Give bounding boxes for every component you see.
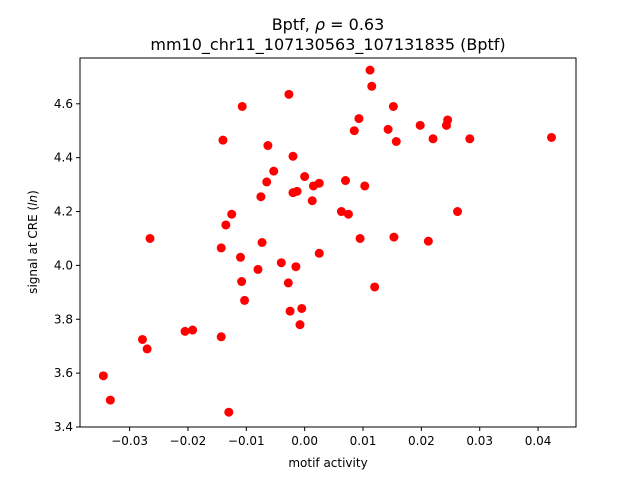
data-point	[257, 238, 267, 247]
data-point	[283, 278, 293, 288]
data-point	[300, 172, 310, 182]
x-axis-ticks: −0.03 −0.02 −0.01 0.00 0.01 0.02 0.03 0.04	[111, 427, 551, 448]
data-point	[237, 277, 247, 287]
data-point	[137, 334, 147, 344]
data-point	[227, 209, 237, 219]
data-point	[253, 264, 263, 274]
plot-area	[79, 57, 577, 428]
data-point	[341, 176, 351, 186]
data-point	[291, 262, 301, 272]
data-point	[269, 166, 279, 176]
x-tick-label: −0.03	[111, 434, 148, 448]
data-point	[443, 115, 453, 125]
data-point	[388, 101, 398, 111]
data-point	[391, 137, 401, 146]
data-point	[415, 120, 425, 130]
y-label-italic: ln	[26, 195, 40, 206]
data-point	[465, 134, 475, 144]
data-point	[224, 407, 234, 417]
y-tick-label: 4.6	[54, 97, 73, 111]
data-point	[98, 371, 108, 381]
data-point	[546, 132, 556, 142]
x-tick-label: 0.03	[466, 434, 493, 448]
title-prefix: Bptf,	[272, 15, 315, 34]
x-tick-label: −0.01	[228, 434, 265, 448]
data-point	[423, 236, 433, 246]
data-point	[216, 332, 226, 342]
data-point	[240, 295, 250, 305]
data-point	[105, 395, 115, 405]
x-tick-label: −0.02	[170, 434, 207, 448]
data-point	[389, 232, 399, 242]
y-axis-ticks: 3.4 3.6 3.8 4.0 4.2 4.4 4.6	[54, 97, 80, 434]
chart-title-line2: mm10_chr11_107130563_107131835 (Bptf)	[150, 35, 505, 55]
y-tick-label: 3.8	[54, 312, 73, 326]
y-tick-label: 4.4	[54, 151, 73, 165]
title-suffix: = 0.63	[325, 15, 384, 34]
data-point	[360, 181, 370, 191]
data-point	[276, 258, 286, 268]
data-point	[221, 220, 231, 230]
data-point	[218, 135, 228, 145]
data-point	[349, 126, 359, 136]
data-point	[142, 344, 152, 354]
data-point	[428, 134, 438, 144]
data-point	[285, 306, 295, 316]
data-point	[343, 209, 353, 219]
data-points	[98, 65, 556, 417]
data-point	[453, 207, 463, 217]
data-point	[263, 141, 273, 151]
data-point	[367, 81, 377, 91]
data-point	[365, 65, 375, 75]
data-point	[235, 252, 245, 262]
data-point	[383, 124, 393, 134]
data-point	[216, 243, 226, 253]
data-point	[188, 325, 198, 335]
chart-title-line1: Bptf, ρ = 0.63	[272, 15, 385, 34]
data-point	[314, 178, 324, 188]
y-label-prefix: signal at CRE (	[26, 206, 40, 294]
x-axis-label: motif activity	[288, 456, 367, 470]
data-point	[284, 89, 294, 99]
data-point	[370, 282, 380, 292]
data-point	[336, 207, 346, 217]
x-tick-label: 0.01	[350, 434, 377, 448]
y-tick-label: 3.6	[54, 366, 73, 380]
title-rho-symbol: ρ	[315, 15, 325, 34]
data-point	[288, 151, 298, 161]
data-point	[180, 326, 190, 336]
data-point	[292, 186, 302, 196]
data-point	[237, 101, 247, 111]
data-point	[355, 233, 365, 243]
x-tick-label: 0.00	[291, 434, 318, 448]
y-axis-label: signal at CRE (ln)	[26, 190, 40, 294]
data-point	[145, 233, 155, 243]
data-point	[354, 114, 364, 124]
y-tick-label: 3.4	[54, 420, 73, 434]
x-tick-label: 0.02	[408, 434, 435, 448]
y-tick-label: 4.0	[54, 258, 73, 272]
data-point	[307, 196, 317, 206]
y-label-suffix: )	[26, 190, 40, 195]
plot-frame	[79, 57, 577, 428]
data-point	[297, 303, 307, 313]
x-tick-label: 0.04	[525, 434, 552, 448]
data-point	[262, 177, 272, 187]
data-point	[256, 192, 266, 202]
data-point	[295, 320, 305, 330]
data-point	[314, 248, 324, 258]
y-tick-label: 4.2	[54, 205, 73, 219]
